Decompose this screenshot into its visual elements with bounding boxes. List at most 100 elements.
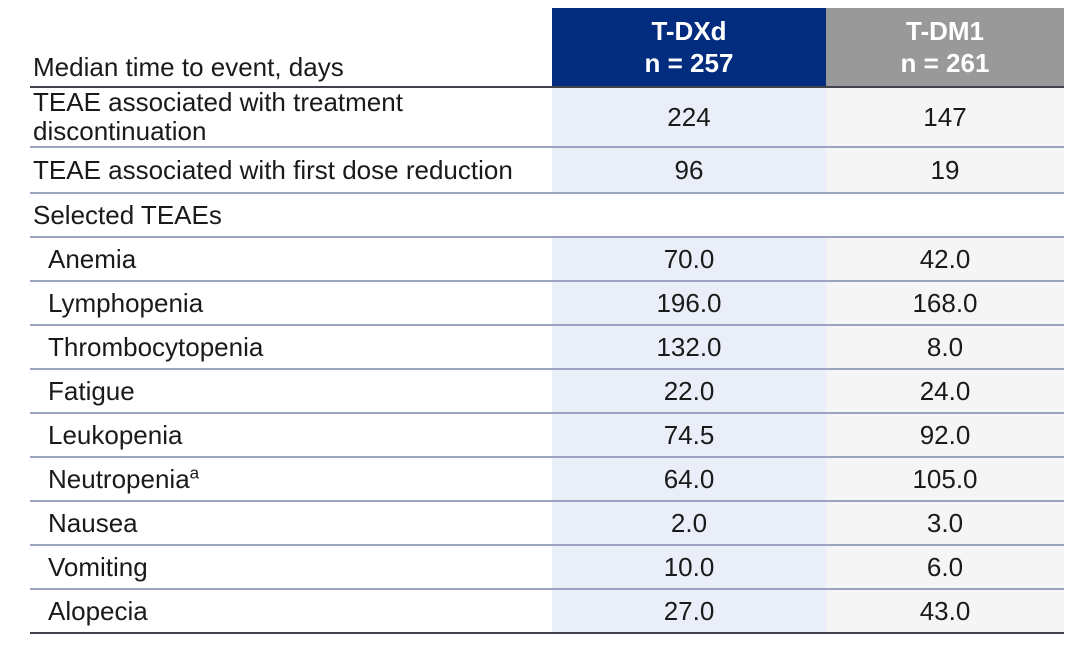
row-label-value: Fatigue bbox=[48, 375, 135, 406]
median-days-value: 8.0 bbox=[926, 331, 964, 362]
column-header-tdm1: T-DM1 n = 261 bbox=[826, 8, 1064, 86]
table-row: Vomiting 10.0 6.0 bbox=[30, 546, 1064, 590]
value-cell-tdm1: 43.0 bbox=[826, 590, 1064, 632]
table-row: Alopecia 27.0 43.0 bbox=[30, 590, 1064, 634]
row-label: Anemia bbox=[30, 238, 552, 280]
median-days-value: 3.0 bbox=[926, 507, 964, 538]
row-label-text: TEAE associated with first dose reductio… bbox=[33, 154, 513, 185]
median-days-value: 19 bbox=[930, 154, 960, 185]
median-days-value: 96 bbox=[674, 154, 704, 185]
row-label: Lymphopenia bbox=[30, 282, 552, 324]
table-row: Neutropeniaa 64.0 105.0 bbox=[30, 458, 1064, 502]
value-cell-tdxd: 22.0 bbox=[552, 370, 826, 412]
row-label: Thrombocytopenia bbox=[30, 326, 552, 368]
row-label-text: Alopecia bbox=[48, 595, 148, 626]
row-label: Alopecia bbox=[30, 590, 552, 632]
column-header-tdxd: T-DXd n = 257 bbox=[552, 8, 826, 86]
table-row: Thrombocytopenia 132.0 8.0 bbox=[30, 326, 1064, 370]
median-days-value: 6.0 bbox=[926, 551, 964, 582]
row-label-value: Nausea bbox=[48, 507, 138, 538]
row-label-text: Thrombocytopenia bbox=[48, 331, 264, 362]
value-cell-tdxd: 70.0 bbox=[552, 238, 826, 280]
median-days-value: 10.0 bbox=[663, 551, 715, 582]
median-days-value: 2.0 bbox=[670, 507, 708, 538]
value-cell-tdm1: 42.0 bbox=[826, 238, 1064, 280]
value-cell-tdm1: 6.0 bbox=[826, 546, 1064, 588]
value-cell-tdm1: 147 bbox=[826, 88, 1064, 146]
row-label-text: Fatigue bbox=[48, 375, 135, 406]
row-label-value: Lymphopenia bbox=[48, 287, 204, 318]
row-label: TEAE associated with treatment discontin… bbox=[30, 88, 552, 146]
value-cell-tdxd: 10.0 bbox=[552, 546, 826, 588]
value-cell-tdxd: 64.0 bbox=[552, 458, 826, 500]
median-days-value: 196.0 bbox=[656, 287, 722, 318]
row-label-value: Anemia bbox=[48, 243, 137, 274]
value-cell-tdxd: 132.0 bbox=[552, 326, 826, 368]
value-cell-tdm1: 168.0 bbox=[826, 282, 1064, 324]
row-label: Vomiting bbox=[30, 546, 552, 588]
row-label-value: Neutropenia bbox=[48, 463, 190, 494]
value-cell-tdm1: 105.0 bbox=[826, 458, 1064, 500]
table-row: TEAE associated with treatment discontin… bbox=[30, 88, 1064, 148]
table-row: Nausea 2.0 3.0 bbox=[30, 502, 1064, 546]
median-days-value: 43.0 bbox=[919, 595, 971, 626]
value-cell-tdxd: 2.0 bbox=[552, 502, 826, 544]
median-days-value: 224 bbox=[667, 101, 711, 132]
median-days-value: 24.0 bbox=[919, 375, 971, 406]
table-row: Leukopenia 74.5 92.0 bbox=[30, 414, 1064, 458]
value-cell-tdm1: 92.0 bbox=[826, 414, 1064, 456]
median-days-value: 74.5 bbox=[663, 419, 715, 450]
median-days-value: 168.0 bbox=[912, 287, 978, 318]
value-cell-tdxd: 224 bbox=[552, 88, 826, 146]
row-label-value: TEAE associated with first dose reductio… bbox=[33, 154, 513, 185]
value-cell-tdm1: 24.0 bbox=[826, 370, 1064, 412]
row-label-value: Thrombocytopenia bbox=[48, 331, 264, 362]
row-label-text: Selected TEAEs bbox=[33, 199, 222, 230]
footnote-marker: a bbox=[189, 462, 200, 482]
table-row: TEAE associated with first dose reductio… bbox=[30, 148, 1064, 194]
value-cell-tdxd: 96 bbox=[552, 148, 826, 192]
row-label-value: Selected TEAEs bbox=[33, 199, 222, 230]
median-days-value: 92.0 bbox=[919, 419, 971, 450]
row-label: Selected TEAEs bbox=[30, 194, 552, 236]
row-label-text: Anemia bbox=[48, 243, 137, 274]
table-title: Median time to event, days bbox=[33, 52, 344, 82]
row-label: Neutropeniaa bbox=[30, 458, 552, 500]
row-label-value: Alopecia bbox=[48, 595, 148, 626]
row-label-value: TEAE associated with treatment discontin… bbox=[33, 87, 403, 146]
value-cell-tdm1: 8.0 bbox=[826, 326, 1064, 368]
table-row: Lymphopenia 196.0 168.0 bbox=[30, 282, 1064, 326]
median-days-value: 27.0 bbox=[663, 595, 715, 626]
tdxd-drug-name: T-DXd bbox=[651, 16, 727, 46]
value-cell-tdxd bbox=[552, 194, 826, 236]
median-days-value: 22.0 bbox=[663, 375, 715, 406]
value-cell-tdxd: 196.0 bbox=[552, 282, 826, 324]
row-label-text: Neutropeniaa bbox=[48, 462, 200, 494]
row-label-text: Lymphopenia bbox=[48, 287, 204, 318]
table-header-row: Median time to event, days T-DXd n = 257… bbox=[30, 8, 1064, 88]
teae-median-time-table: Median time to event, days T-DXd n = 257… bbox=[30, 8, 1064, 634]
median-days-value: 132.0 bbox=[656, 331, 722, 362]
median-days-value: 42.0 bbox=[919, 243, 971, 274]
median-days-value: 147 bbox=[923, 101, 967, 132]
tdm1-drug-name: T-DM1 bbox=[906, 16, 984, 46]
value-cell-tdxd: 27.0 bbox=[552, 590, 826, 632]
row-label: Leukopenia bbox=[30, 414, 552, 456]
tdm1-n-count: n = 261 bbox=[900, 48, 990, 78]
median-days-value: 105.0 bbox=[912, 463, 978, 494]
row-label: Fatigue bbox=[30, 370, 552, 412]
median-days-value: 64.0 bbox=[663, 463, 715, 494]
value-cell-tdm1: 3.0 bbox=[826, 502, 1064, 544]
section-header-row: Selected TEAEs bbox=[30, 194, 1064, 238]
median-days-value: 70.0 bbox=[663, 243, 715, 274]
row-label-column-header: Median time to event, days bbox=[30, 8, 552, 86]
value-cell-tdxd: 74.5 bbox=[552, 414, 826, 456]
row-label: Nausea bbox=[30, 502, 552, 544]
tdxd-n-count: n = 257 bbox=[644, 48, 734, 78]
table-row: Fatigue 22.0 24.0 bbox=[30, 370, 1064, 414]
value-cell-tdm1 bbox=[826, 194, 1064, 236]
row-label-value: Leukopenia bbox=[48, 419, 183, 450]
row-label-text: Vomiting bbox=[48, 552, 148, 582]
table-row: Anemia 70.0 42.0 bbox=[30, 238, 1064, 282]
value-cell-tdm1: 19 bbox=[826, 148, 1064, 192]
